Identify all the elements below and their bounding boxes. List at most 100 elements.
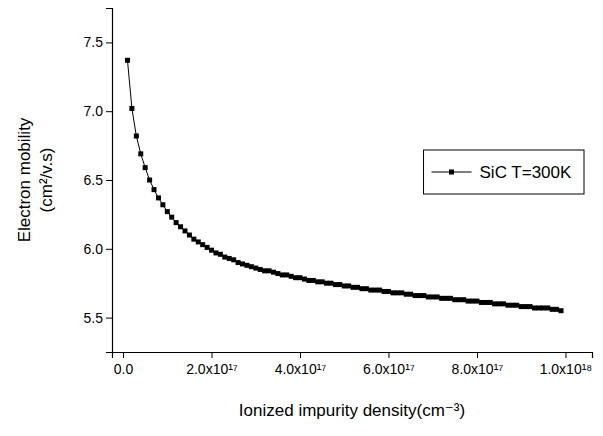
data-point xyxy=(258,267,263,272)
data-point xyxy=(545,305,550,310)
data-point xyxy=(479,300,484,305)
legend: SiC T=300K xyxy=(424,150,584,194)
data-point xyxy=(541,305,546,310)
data-point xyxy=(439,296,444,301)
data-point xyxy=(178,224,183,229)
data-point xyxy=(165,209,170,214)
y-tick-label: 7.5 xyxy=(84,34,104,50)
data-point xyxy=(147,178,152,183)
data-point xyxy=(143,165,148,170)
data-point xyxy=(289,274,294,279)
data-point xyxy=(231,257,236,262)
data-point xyxy=(470,299,475,304)
x-tick-mark xyxy=(300,352,301,358)
data-point xyxy=(483,300,488,305)
y-axis-line xyxy=(106,9,113,353)
data-point xyxy=(125,58,130,63)
x-tick-label: 1.0x10¹⁸ xyxy=(540,361,593,377)
data-point xyxy=(444,296,449,301)
data-point xyxy=(218,252,223,257)
legend-label: SiC T=300K xyxy=(480,163,572,182)
y-axis: 5.56.06.57.07.5 xyxy=(84,9,113,353)
data-point xyxy=(324,281,329,286)
x-tick-label: 2.0x10¹⁷ xyxy=(186,361,238,377)
data-point xyxy=(205,245,210,250)
data-point xyxy=(421,293,426,298)
data-point xyxy=(399,290,404,295)
data-point xyxy=(514,303,519,308)
data-point xyxy=(191,237,196,242)
data-point xyxy=(213,250,218,255)
data-point xyxy=(333,282,338,287)
data-point xyxy=(346,283,351,288)
data-point xyxy=(373,288,378,293)
data-point xyxy=(510,303,515,308)
data-point xyxy=(253,266,258,271)
x-tick: 0.0 xyxy=(114,352,134,377)
data-point xyxy=(386,289,391,294)
x-tick-mark xyxy=(565,352,566,358)
data-point xyxy=(169,215,174,220)
data-point xyxy=(129,106,134,111)
data-point xyxy=(280,272,285,277)
x-tick: 6.0x10¹⁷ xyxy=(363,352,415,377)
data-point xyxy=(275,271,280,276)
data-point xyxy=(342,283,347,288)
legend-box xyxy=(424,150,584,194)
y-tick-mark xyxy=(106,111,112,112)
data-point xyxy=(559,308,564,313)
data-point xyxy=(244,263,249,268)
data-point xyxy=(390,290,395,295)
data-point xyxy=(200,242,205,247)
data-point xyxy=(364,286,369,291)
data-point xyxy=(156,195,161,200)
x-tick: 4.0x10¹⁷ xyxy=(275,352,327,377)
data-point xyxy=(152,187,157,192)
data-point xyxy=(492,301,497,306)
data-point xyxy=(311,278,316,283)
data-point xyxy=(249,264,254,269)
data-point xyxy=(448,296,453,301)
data-point xyxy=(426,294,431,299)
data-point xyxy=(298,275,303,280)
data-point xyxy=(474,299,479,304)
data-point xyxy=(505,303,510,308)
data-point xyxy=(528,304,533,309)
data-point xyxy=(461,297,466,302)
x-tick-label: 4.0x10¹⁷ xyxy=(275,361,327,377)
data-point xyxy=(430,294,435,299)
data-point xyxy=(382,289,387,294)
data-point xyxy=(328,281,333,286)
data-point xyxy=(174,220,179,225)
y-tick-label: 6.5 xyxy=(84,172,104,188)
data-point xyxy=(550,307,555,312)
data-point xyxy=(160,202,165,207)
data-point xyxy=(271,270,276,275)
data-point xyxy=(315,279,320,284)
data-point xyxy=(368,288,373,293)
data-point xyxy=(452,297,457,302)
x-tick-label: 0.0 xyxy=(114,361,134,377)
data-point xyxy=(359,286,364,291)
x-tick-label: 8.0x10¹⁷ xyxy=(452,361,504,377)
data-point xyxy=(497,301,502,306)
data-point xyxy=(302,277,307,282)
y-tick-label: 7.0 xyxy=(84,103,104,119)
x-tick-label: 6.0x10¹⁷ xyxy=(363,361,415,377)
data-point xyxy=(262,268,267,273)
y-tick: 6.0 xyxy=(84,241,112,257)
data-point xyxy=(377,288,382,293)
y-axis-title: (cm²/v.s) xyxy=(37,148,56,213)
x-tick: 8.0x10¹⁷ xyxy=(452,352,504,377)
data-point xyxy=(435,294,440,299)
x-axis: 0.0 2.0x10¹⁷ 4.0x10¹⁷ 6.0x10¹⁷ 8.0x10¹⁷ 1.0x1… xyxy=(113,352,593,377)
x-tick-mark xyxy=(212,352,213,358)
y-tick-mark xyxy=(106,318,112,319)
data-point xyxy=(413,293,418,298)
data-point xyxy=(236,260,241,265)
data-point xyxy=(187,233,192,238)
data-point xyxy=(182,228,187,233)
x-tick-mark xyxy=(388,352,389,358)
data-point xyxy=(404,292,409,297)
y-axis-title: Electron mobility xyxy=(15,117,34,242)
